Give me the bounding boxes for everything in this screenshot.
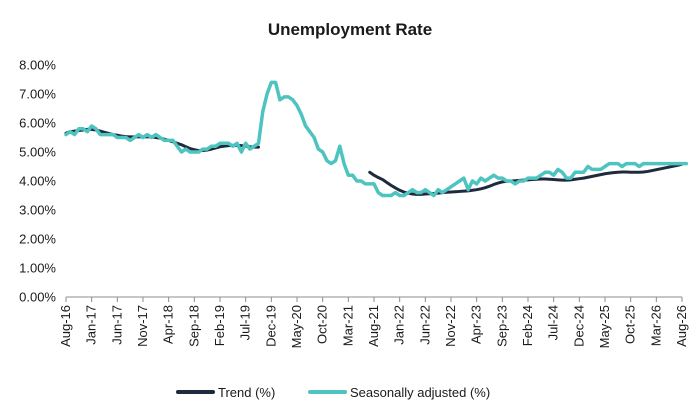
x-tick-label: Jun-17 bbox=[109, 305, 124, 345]
legend: Trend (%) Seasonally adjusted (%) bbox=[176, 385, 490, 400]
y-tick-label: 3.00% bbox=[19, 203, 56, 218]
legend-label-trend: Trend (%) bbox=[218, 385, 275, 400]
x-tick-label: Sep-23 bbox=[494, 305, 509, 347]
x-tick-label: Dec-19 bbox=[263, 305, 278, 347]
x-tick-label: Aug-26 bbox=[674, 305, 689, 347]
y-tick-label: 7.00% bbox=[19, 87, 56, 102]
x-tick-label: Jun-22 bbox=[417, 305, 432, 345]
y-tick-label: 1.00% bbox=[19, 261, 56, 276]
series-line-seasonally-adjusted bbox=[64, 80, 689, 198]
x-tick-label: Oct-20 bbox=[315, 305, 330, 344]
y-tick-label: 0.00% bbox=[19, 290, 56, 305]
x-tick-label: Feb-24 bbox=[520, 305, 535, 346]
x-tick-label: Nov-17 bbox=[135, 305, 150, 347]
x-tick-label: Jul-19 bbox=[238, 305, 253, 340]
x-tick-label: Sep-18 bbox=[186, 305, 201, 347]
x-tick-label: May-20 bbox=[289, 305, 304, 348]
x-tick-label: Dec-24 bbox=[571, 305, 586, 347]
y-tick-label: 2.00% bbox=[19, 232, 56, 247]
x-tick-label: Oct-25 bbox=[623, 305, 638, 344]
y-tick-label: 4.00% bbox=[19, 174, 56, 189]
x-tick-label: Jan-22 bbox=[392, 305, 407, 345]
x-tick-label: Nov-22 bbox=[443, 305, 458, 347]
chart-title: Unemployment Rate bbox=[268, 20, 432, 39]
x-tick-label: Jul-24 bbox=[546, 305, 561, 340]
legend-label-seasonally-adjusted: Seasonally adjusted (%) bbox=[350, 385, 490, 400]
y-axis: 0.00% 1.00% 2.00% 3.00% 4.00% 5.00% 6.00% 7.00%… bbox=[19, 58, 56, 305]
y-tick-label: 5.00% bbox=[19, 145, 56, 160]
x-tick-label: Jan-17 bbox=[84, 305, 99, 345]
y-tick-label: 6.00% bbox=[19, 116, 56, 131]
x-tick-label: Mar-21 bbox=[340, 305, 355, 346]
x-tick-label: Apr-18 bbox=[161, 305, 176, 344]
x-axis: Aug-16 Jan-17 Jun-17 Nov-17 Apr-18 Sep-18 Feb-… bbox=[58, 296, 689, 348]
x-tick-label: Feb-19 bbox=[212, 305, 227, 346]
y-tick-label: 8.00% bbox=[19, 58, 56, 73]
series-lines bbox=[64, 80, 689, 198]
x-tick-label: Apr-23 bbox=[469, 305, 484, 344]
x-tick-label: Aug-21 bbox=[366, 305, 381, 347]
x-tick-label: Mar-26 bbox=[648, 305, 663, 346]
x-tick-label: Aug-16 bbox=[58, 305, 73, 347]
x-tick-label: May-25 bbox=[597, 305, 612, 348]
